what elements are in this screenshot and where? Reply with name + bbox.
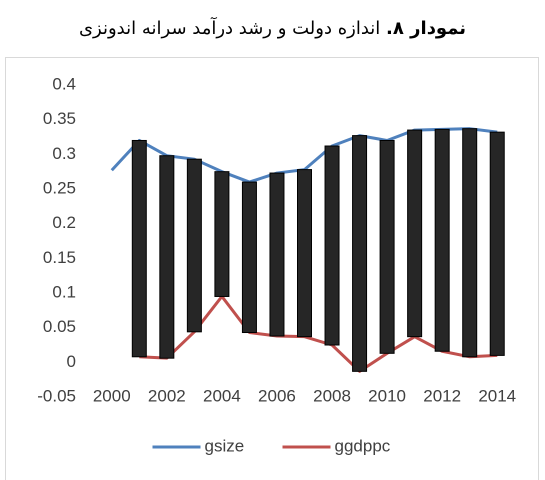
y-tick-label: 0.25 — [43, 178, 76, 197]
x-tick-label: 2014 — [478, 386, 516, 405]
y-tick-label: 0.4 — [52, 74, 76, 93]
updown-bar — [379, 139, 395, 354]
updown-bar — [159, 155, 175, 359]
x-tick-label: 2004 — [203, 386, 241, 405]
x-tick-label: 2010 — [368, 386, 406, 405]
updown-bar — [489, 131, 505, 356]
y-tick-label: 0.15 — [43, 248, 76, 267]
y-tick-label: 0.3 — [52, 144, 76, 163]
title-label: نمودار ۸. — [386, 18, 467, 39]
updown-bar — [269, 172, 285, 337]
updown-bar — [324, 145, 340, 346]
title-text: اندازه دولت و رشد درآمد سرانه اندونزی — [78, 18, 381, 39]
updown-bar — [186, 158, 202, 333]
chart-frame — [5, 57, 539, 480]
updown-bar — [297, 169, 312, 338]
chart-title: نمودار ۸. اندازه دولت و رشد درآمد سرانه … — [0, 18, 545, 39]
y-tick-label: 0.05 — [43, 317, 76, 336]
y-tick-label: 0.1 — [52, 282, 76, 301]
updown-bar — [214, 171, 230, 297]
y-tick-label: -0.05 — [37, 386, 76, 405]
x-tick-label: 2008 — [313, 386, 351, 405]
x-tick-label: 2012 — [423, 386, 461, 405]
updown-bar — [434, 128, 450, 352]
updown-bar — [462, 128, 478, 358]
updown-bar — [131, 139, 147, 358]
x-tick-label: 2000 — [93, 386, 131, 405]
y-tick-label: 0 — [67, 352, 76, 371]
legend-label: ggdppc — [335, 436, 391, 455]
legend-label: gsize — [205, 436, 245, 455]
y-tick-label: 0.35 — [43, 109, 76, 128]
updown-bar — [241, 181, 257, 334]
y-tick-label: 0.2 — [52, 213, 76, 232]
x-tick-label: 2006 — [258, 386, 296, 405]
x-tick-label: 2002 — [148, 386, 186, 405]
updown-bar — [407, 129, 423, 338]
updown-bar — [352, 135, 368, 372]
